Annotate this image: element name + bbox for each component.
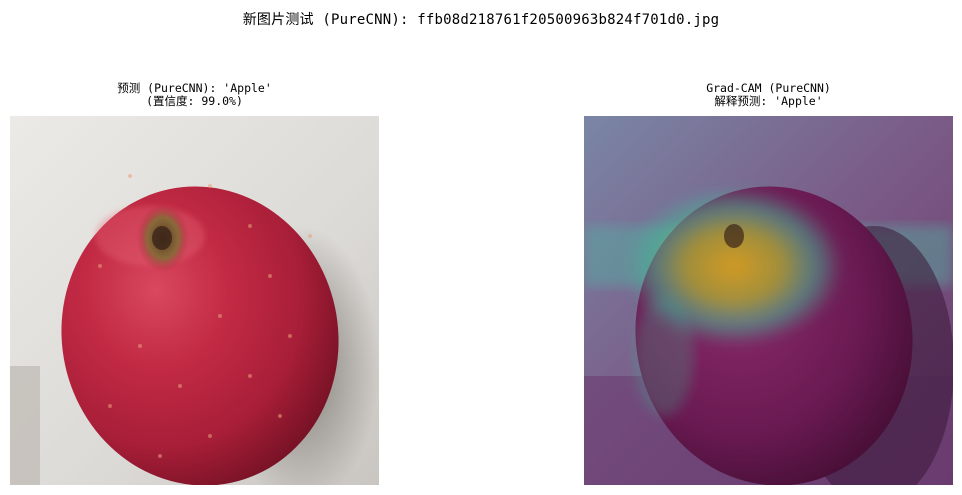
gradcam-label: Grad-CAM (PureCNN)	[706, 81, 831, 95]
apple-photo-panel	[10, 116, 379, 485]
prediction-title: 预测 (PureCNN): 'Apple' (置信度: 99.0%)	[10, 82, 379, 108]
explanation-label: 解释预测: 'Apple'	[714, 94, 823, 108]
gradcam-title: Grad-CAM (PureCNN) 解释预测: 'Apple'	[584, 82, 953, 108]
gradcam-heatmap	[584, 116, 953, 485]
apple-photo	[10, 116, 379, 485]
confidence-label: (置信度: 99.0%)	[146, 94, 243, 108]
gradcam-panel	[584, 116, 953, 485]
figure-title: 新图片测试 (PureCNN): ffb08d218761f20500963b8…	[242, 12, 720, 28]
prediction-label: 预测 (PureCNN): 'Apple'	[117, 81, 272, 95]
